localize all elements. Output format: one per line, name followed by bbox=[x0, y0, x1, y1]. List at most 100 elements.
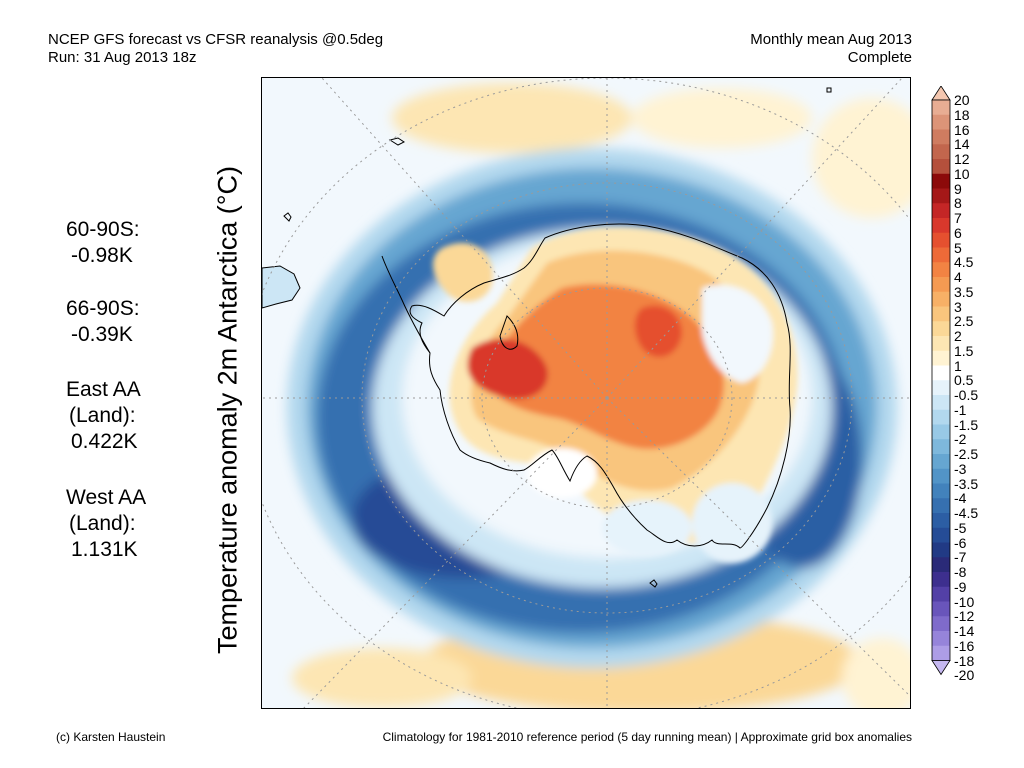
colorbar-tick-label: -20 bbox=[954, 667, 975, 684]
copyright: (c) Karsten Haustein bbox=[56, 730, 166, 744]
colorbar-tick-label: 9 bbox=[954, 180, 962, 197]
colorbar-tick-label: 12 bbox=[954, 151, 970, 167]
stat-label: East AA bbox=[66, 378, 141, 401]
colorbar-bottom-arrow bbox=[931, 660, 951, 676]
colorbar-swatch bbox=[932, 247, 950, 263]
colorbar-top-arrow bbox=[931, 86, 951, 101]
stat-value: 0.422K bbox=[71, 430, 138, 453]
colorbar-swatch bbox=[932, 395, 950, 411]
colorbar-swatch bbox=[932, 100, 950, 116]
colorbar-tick-label: -1.5 bbox=[954, 416, 979, 433]
colorbar-tick-label: 0.5 bbox=[954, 372, 974, 389]
colorbar-swatch bbox=[932, 129, 950, 145]
colorbar-swatch bbox=[932, 321, 950, 337]
colorbar-swatch bbox=[932, 218, 950, 234]
colorbar-swatch bbox=[932, 468, 950, 484]
stat-label: 66-90S: bbox=[66, 297, 140, 320]
period-line-1: Monthly mean Aug 2013 bbox=[750, 31, 912, 48]
colorbar-tick-label: -10 bbox=[954, 593, 975, 610]
colorbar-tick-label: 16 bbox=[954, 121, 970, 138]
stat-60-90s: 60-90S: -0.98K bbox=[66, 217, 140, 269]
colorbar-swatch bbox=[932, 557, 950, 573]
colorbar-tick-label: 4 bbox=[954, 269, 962, 285]
colorbar-swatch bbox=[932, 527, 950, 543]
anomaly-map bbox=[261, 77, 911, 709]
colorbar-swatch bbox=[932, 277, 950, 293]
colorbar-tick-label: -7 bbox=[954, 549, 967, 566]
colorbar-tick-label: -18 bbox=[954, 652, 975, 669]
colorbar-swatch bbox=[932, 232, 950, 248]
colorbar-tick-label: -14 bbox=[954, 623, 975, 639]
stat-west-aa: West AA (Land): 1.131K bbox=[66, 485, 146, 563]
colorbar-tick-label: 3.5 bbox=[954, 283, 974, 300]
colorbar-swatch bbox=[932, 144, 950, 160]
colorbar-swatch bbox=[932, 203, 950, 219]
stat-value: -0.39K bbox=[71, 323, 133, 346]
colorbar-swatch bbox=[932, 380, 950, 396]
colorbar-swatch bbox=[932, 631, 950, 647]
colorbar-swatch bbox=[932, 439, 950, 455]
stat-label: 60-90S: bbox=[66, 218, 140, 241]
chart-title: NCEP GFS forecast vs CFSR reanalysis @0.… bbox=[48, 31, 383, 67]
period-label: Monthly mean Aug 2013 Complete bbox=[750, 31, 912, 67]
colorbar-tick-label: -5 bbox=[954, 519, 967, 536]
colorbar-swatch bbox=[932, 498, 950, 514]
colorbar-tick-label: 4.5 bbox=[954, 254, 974, 271]
colorbar-tick-label: -12 bbox=[954, 608, 975, 625]
stat-sub: (Land): bbox=[69, 512, 136, 535]
colorbar-tick-label: 6 bbox=[954, 224, 962, 241]
colorbar-tick-label: 1.5 bbox=[954, 342, 974, 359]
colorbar-swatch bbox=[932, 262, 950, 278]
stat-sub: (Land): bbox=[69, 404, 136, 427]
colorbar-swatch bbox=[932, 350, 950, 366]
colorbar-swatch bbox=[932, 173, 950, 189]
colorbar-tick-label: -8 bbox=[954, 564, 967, 580]
colorbar-swatch bbox=[932, 424, 950, 440]
stat-value: 1.131K bbox=[71, 538, 138, 561]
colorbar-tick-label: 2.5 bbox=[954, 313, 974, 330]
colorbar-swatch bbox=[932, 188, 950, 204]
period-line-2: Complete bbox=[847, 49, 912, 66]
title-line-1: NCEP GFS forecast vs CFSR reanalysis @0.… bbox=[48, 31, 384, 48]
colorbar-tick-label: -2 bbox=[954, 431, 967, 448]
colorbar-swatch bbox=[932, 483, 950, 499]
colorbar-tick-label: 2 bbox=[954, 328, 962, 344]
stat-east-aa: East AA (Land): 0.422K bbox=[66, 377, 141, 455]
colorbar-tick-label: -3 bbox=[954, 460, 967, 477]
colorbar-tick-label: 10 bbox=[954, 165, 970, 182]
colorbar-tick-label: -9 bbox=[954, 578, 967, 595]
colorbar-swatch bbox=[932, 586, 950, 602]
colorbar-swatch bbox=[932, 454, 950, 470]
colorbar-swatch bbox=[932, 336, 950, 352]
colorbar-swatch bbox=[932, 159, 950, 175]
colorbar-tick-label: -3.5 bbox=[954, 475, 979, 492]
colorbar-tick-label: -4 bbox=[954, 490, 967, 507]
colorbar-swatch bbox=[932, 291, 950, 307]
map-graphic bbox=[262, 78, 910, 708]
colorbar-swatch bbox=[932, 542, 950, 558]
colorbar-tick-label: -0.5 bbox=[954, 387, 979, 403]
axis-label: Temperature anomaly 2m Antarctica (°C) bbox=[212, 166, 243, 654]
colorbar-tick-label: -1 bbox=[954, 401, 967, 418]
colorbar-tick-label: 5 bbox=[954, 239, 962, 256]
colorbar-tick-label: -6 bbox=[954, 534, 967, 551]
colorbar-swatch bbox=[932, 365, 950, 381]
colorbar-tick-label: 1 bbox=[954, 357, 962, 374]
colorbar-swatch bbox=[932, 409, 950, 425]
colorbar-tick-label: -2.5 bbox=[954, 446, 979, 462]
colorbar-swatch bbox=[932, 114, 950, 130]
colorbar-swatch bbox=[932, 572, 950, 588]
colorbar-tick-label: 7 bbox=[954, 210, 962, 226]
stat-value: -0.98K bbox=[71, 244, 133, 267]
colorbar-tick-label: -4.5 bbox=[954, 505, 979, 521]
colorbar bbox=[931, 86, 951, 676]
colorbar-tick-label: 20 bbox=[954, 92, 970, 108]
title-line-2: Run: 31 Aug 2013 18z bbox=[48, 49, 197, 66]
colorbar-swatch bbox=[932, 306, 950, 322]
stat-66-90s: 66-90S: -0.39K bbox=[66, 296, 140, 348]
colorbar-swatch bbox=[932, 601, 950, 617]
colorbar-tick-label: 3 bbox=[954, 298, 962, 315]
stat-label: West AA bbox=[66, 486, 147, 509]
colorbar-tick-label: 14 bbox=[954, 136, 970, 153]
colorbar-tick-label: 18 bbox=[954, 106, 970, 123]
